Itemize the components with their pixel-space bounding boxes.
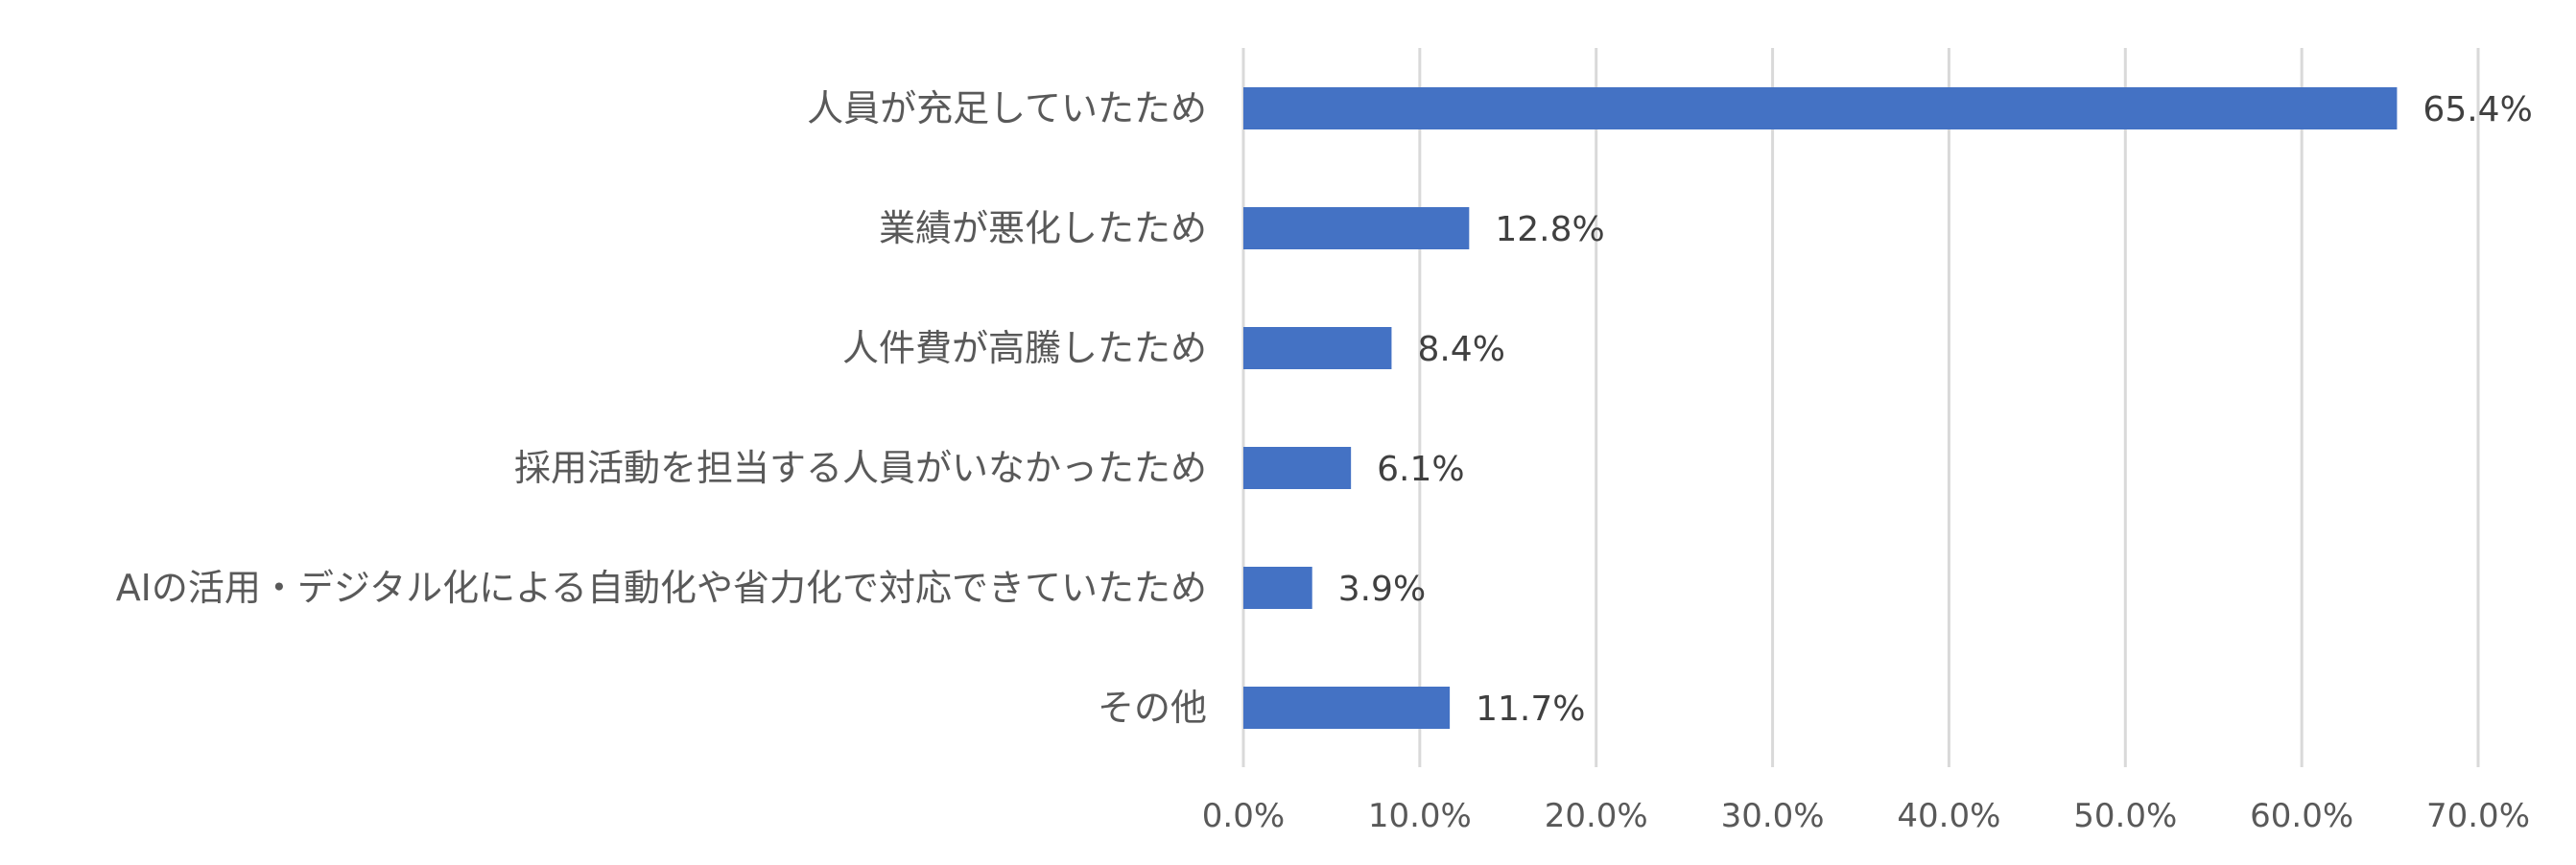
x-tick-label: 60.0% [2250,797,2353,835]
bar [1243,567,1312,609]
category-label: その他 [1098,687,1207,729]
category-label: 採用活動を担当する人員がいなかったため [514,447,1207,489]
x-tick-label: 50.0% [2073,797,2177,835]
category-label: 業績が悪化したため [879,207,1207,249]
x-tick-label: 40.0% [1897,797,2000,835]
bar [1243,447,1352,489]
category-label: 人員が充足していたため [807,87,1207,129]
bar [1243,327,1392,369]
x-tick-label: 30.0% [1721,797,1825,835]
data-label: 6.1% [1377,450,1464,489]
x-tick-label: 10.0% [1368,797,1472,835]
category-label: AIの活用・デジタル化による自動化や省力化で対応できていたため [116,567,1207,609]
data-labels: 65.4% 12.8% 8.4% 6.1% 3.9% 11.7% [1338,90,2533,729]
data-label: 65.4% [2422,90,2532,129]
x-tick-label: 20.0% [1545,797,1648,835]
data-label: 3.9% [1338,570,1426,609]
x-axis-tick-labels: 0.0% 10.0% 20.0% 30.0% 40.0% 50.0% 60.0% 70.0% [1202,797,2530,835]
category-label: 人件費が高騰したため [842,327,1207,369]
data-label: 8.4% [1417,330,1504,369]
data-label: 12.8% [1495,210,1604,249]
x-tick-label: 0.0% [1202,797,1285,835]
bar [1243,207,1470,249]
bar [1243,687,1451,729]
bars [1243,87,2398,729]
category-labels: 人員が充足していたため業績が悪化したため人件費が高騰したため採用活動を担当する人… [116,87,1207,729]
x-tick-label: 70.0% [2426,797,2530,835]
bar [1243,87,2398,129]
data-label: 11.7% [1476,690,1585,729]
gridlines [1241,48,2480,767]
